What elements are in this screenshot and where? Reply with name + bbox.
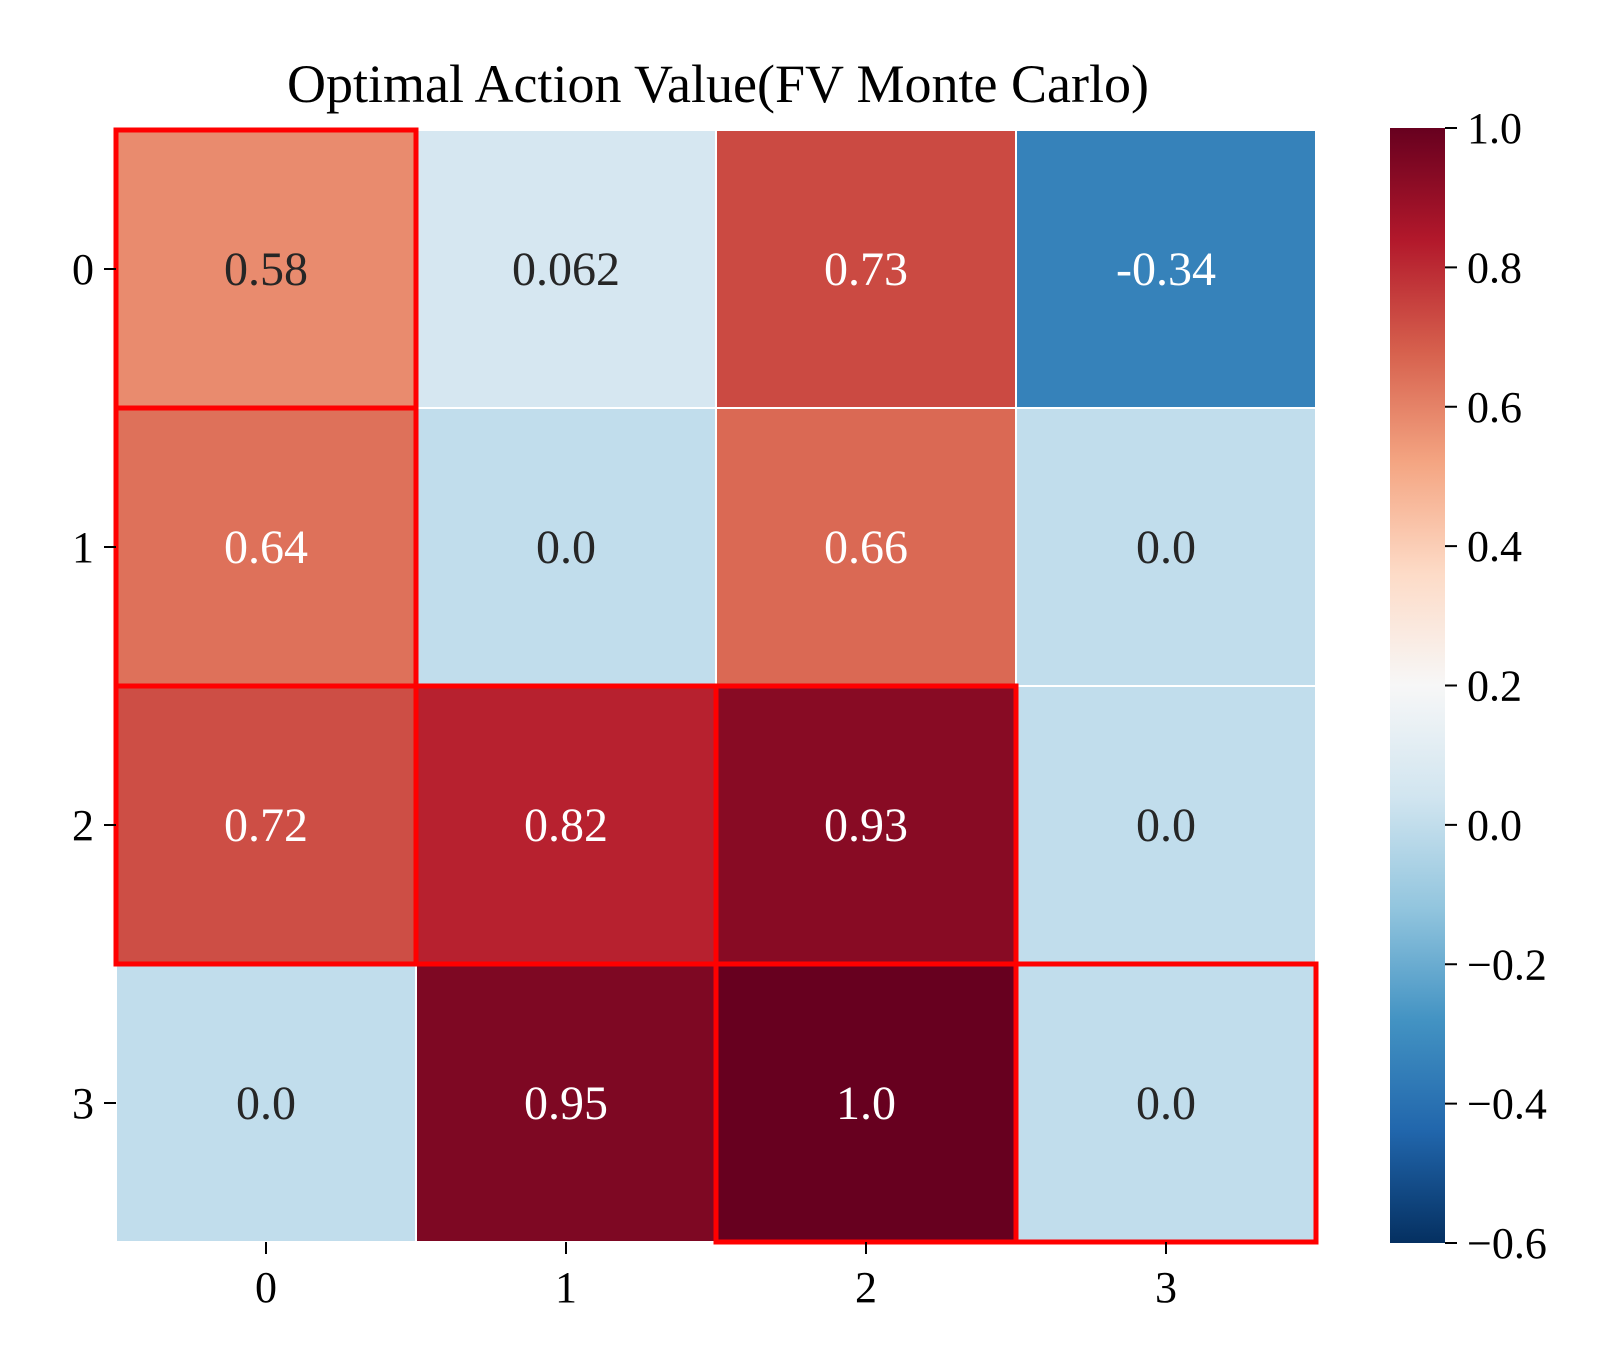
cell-value-label: 0.58 — [224, 243, 308, 296]
colorbar-tick-label: −0.6 — [1467, 1219, 1547, 1268]
heatmap-cell — [715, 407, 1017, 687]
x-tick-label: 0 — [255, 1263, 277, 1312]
cell-value-label: 0.0 — [1136, 521, 1196, 574]
cell-value-label: -0.34 — [1116, 243, 1216, 296]
colorbar-tick-label: 0.6 — [1467, 383, 1522, 432]
cell-value-label: 0.66 — [824, 521, 908, 574]
y-tick-label: 1 — [72, 523, 94, 572]
heatmap-cell — [415, 407, 717, 687]
heatmap-cell — [715, 963, 1017, 1243]
heatmap-cell — [115, 129, 417, 409]
heatmap-cell — [115, 407, 417, 687]
x-tick-label: 2 — [855, 1263, 877, 1312]
cell-value-label: 0.95 — [524, 1077, 608, 1130]
heatmap-cell — [715, 685, 1017, 965]
y-tick-label: 0 — [72, 245, 94, 294]
colorbar-tick-label: 0.8 — [1467, 243, 1522, 292]
colorbar-tick-label: −0.4 — [1467, 1080, 1547, 1129]
heatmap-cell — [415, 963, 717, 1243]
cell-value-label: 0.82 — [524, 799, 608, 852]
colorbar-gradient — [1390, 128, 1445, 1243]
heatmap-cell — [115, 685, 417, 965]
heatmap-cell — [1015, 685, 1317, 965]
heatmap-cell — [1015, 963, 1317, 1243]
x-tick-label: 3 — [1155, 1263, 1177, 1312]
cell-value-label: 0.64 — [224, 521, 308, 574]
colorbar-tick-label: −0.2 — [1467, 940, 1547, 989]
x-axis: 0 1 2 3 — [255, 1242, 1177, 1312]
heatmap-cell — [1015, 407, 1317, 687]
cell-value-label: 0.0 — [1136, 799, 1196, 852]
heatmap-cell — [715, 129, 1017, 409]
colorbar-tick-label: 0.4 — [1467, 522, 1522, 571]
colorbar-tick-label: 0.2 — [1467, 662, 1522, 711]
y-axis: 0 1 2 3 — [72, 245, 116, 1128]
cell-value-label: 0.062 — [512, 243, 620, 296]
heatmap-cell — [115, 963, 417, 1243]
colorbar-tick-label: 1.0 — [1467, 104, 1522, 153]
cell-value-label: 0.72 — [224, 799, 308, 852]
cell-value-label: 0.0 — [1136, 1077, 1196, 1130]
cell-value-label: 1.0 — [836, 1077, 896, 1130]
cell-value-label: 0.73 — [824, 243, 908, 296]
cell-value-label: 0.93 — [824, 799, 908, 852]
chart-title: Optimal Action Value(FV Monte Carlo) — [287, 54, 1149, 114]
colorbar-ticks: 1.0 0.8 0.6 0.4 0.2 0.0 −0.2 −0.4 −0.6 — [1445, 104, 1547, 1268]
cell-value-label: 0.0 — [536, 521, 596, 574]
y-tick-label: 2 — [72, 801, 94, 850]
y-tick-label: 3 — [72, 1079, 94, 1128]
heatmap-cell — [415, 129, 717, 409]
colorbar — [1390, 128, 1445, 1243]
heatmap-cells: 0.58 0.062 0.73 -0.34 0.64 0.0 0.66 0.0 0.72 0.82… — [115, 129, 1317, 1243]
x-tick-label: 1 — [555, 1263, 577, 1312]
colorbar-tick-label: 0.0 — [1467, 801, 1522, 850]
cell-value-label: 0.0 — [236, 1077, 296, 1130]
